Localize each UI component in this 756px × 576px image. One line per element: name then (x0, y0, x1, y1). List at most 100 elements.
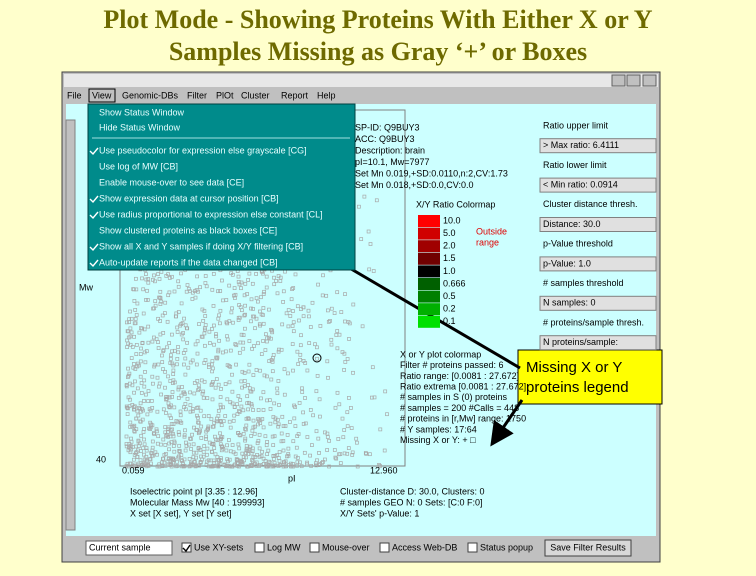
protein-marker (251, 307, 255, 311)
protein-marker (254, 464, 259, 468)
protein-marker (132, 362, 136, 366)
protein-marker (170, 349, 174, 354)
protein-marker (355, 464, 360, 469)
maximize-button[interactable] (626, 74, 641, 87)
protein-marker (145, 298, 150, 302)
protein-marker (245, 464, 249, 469)
protein-marker (281, 448, 286, 453)
protein-marker (258, 463, 263, 467)
protein-marker (252, 431, 257, 436)
protein-marker (335, 390, 340, 395)
dropdown-item[interactable]: Enable mouse-over to see data [CE] (99, 177, 244, 187)
protein-marker (261, 313, 265, 317)
protein-marker (239, 404, 244, 409)
menu-item[interactable]: Help (317, 90, 336, 100)
minimize-button[interactable] (611, 74, 626, 87)
protein-marker (192, 391, 197, 396)
protein-marker (142, 437, 146, 442)
protein-marker (170, 332, 174, 337)
protein-marker (349, 406, 353, 410)
slider[interactable] (539, 295, 657, 311)
protein-marker (291, 309, 295, 313)
protein-marker (169, 416, 173, 420)
close-button[interactable] (642, 74, 657, 87)
menu-item[interactable]: Filter (187, 90, 207, 100)
protein-marker (193, 289, 197, 293)
protein-marker (327, 464, 331, 469)
menu-item[interactable]: View (92, 90, 112, 100)
dropdown-item[interactable]: Auto-update reports if the data changed … (99, 257, 278, 267)
protein-marker (217, 313, 221, 318)
protein-marker (211, 442, 216, 447)
protein-marker (160, 360, 165, 364)
menu-item[interactable]: Genomic-DBs (122, 90, 179, 100)
protein-marker (150, 439, 155, 444)
slide-title: Plot Mode - Showing Proteins With Either… (103, 5, 652, 34)
menu-item[interactable]: Report (281, 90, 309, 100)
checkbox[interactable] (309, 542, 320, 553)
dropdown-item[interactable]: Show Status Window (99, 107, 185, 117)
protein-marker (316, 282, 320, 287)
protein-marker (288, 420, 292, 424)
protein-marker (255, 453, 259, 457)
dropdown-item[interactable]: Show expression data at cursor position … (99, 193, 279, 203)
slider[interactable] (539, 177, 657, 193)
scrollbar[interactable] (65, 119, 76, 531)
menu-item[interactable]: File (67, 90, 82, 100)
dropdown-item[interactable]: Use radius proportional to expression el… (99, 209, 323, 219)
info-line: SP-ID: Q9BUY3 (355, 122, 420, 132)
protein-marker (261, 390, 266, 395)
protein-marker (127, 371, 132, 376)
protein-marker (190, 409, 195, 414)
protein-marker (236, 274, 241, 279)
dropdown[interactable] (85, 540, 173, 556)
protein-marker (316, 436, 321, 441)
protein-marker (239, 280, 244, 285)
y-min-label: 40 (96, 454, 106, 464)
dropdown-item[interactable]: Show clustered proteins as black boxes [… (99, 225, 277, 235)
dropdown-item[interactable]: Use pseudocolor for expression else gray… (99, 145, 307, 155)
protein-marker (258, 323, 262, 328)
slider[interactable] (539, 256, 657, 272)
protein-marker (200, 391, 205, 396)
protein-marker (179, 393, 184, 398)
menu-item[interactable]: Cluster (241, 90, 270, 100)
menu-item[interactable]: PlOt (216, 90, 234, 100)
protein-marker (142, 427, 146, 431)
protein-marker (175, 325, 180, 330)
protein-marker (154, 427, 159, 432)
dropdown-item[interactable]: Use log of MW [CB] (99, 161, 178, 171)
slider[interactable] (539, 138, 657, 154)
protein-marker (169, 353, 173, 358)
slider[interactable] (539, 217, 657, 232)
slider[interactable] (539, 335, 657, 351)
protein-marker (136, 413, 141, 418)
protein-marker (203, 343, 207, 348)
protein-marker (149, 461, 153, 466)
callout-text: Missing X or Y (526, 359, 622, 376)
dropdown-item[interactable]: Hide Status Window (99, 122, 181, 132)
button[interactable] (544, 539, 632, 557)
protein-marker (179, 464, 184, 469)
protein-marker (281, 300, 285, 304)
protein-marker (179, 271, 183, 276)
protein-marker (232, 286, 237, 290)
protein-marker (335, 329, 340, 333)
protein-marker (240, 308, 244, 313)
protein-marker (205, 396, 210, 400)
protein-marker (164, 397, 168, 402)
protein-marker (243, 438, 247, 443)
protein-marker (188, 409, 193, 414)
checkbox[interactable] (181, 542, 192, 553)
checkbox-label: Access Web-DB (392, 542, 457, 552)
protein-marker (303, 396, 307, 400)
protein-marker (315, 374, 320, 378)
dropdown-item[interactable]: Show all X and Y samples if doing X/Y fi… (99, 241, 303, 251)
protein-marker (126, 375, 130, 379)
checkbox[interactable] (254, 542, 265, 553)
checkbox[interactable] (467, 542, 478, 553)
checkbox[interactable] (379, 542, 390, 553)
protein-marker (198, 285, 202, 290)
protein-marker (183, 407, 188, 412)
protein-marker (142, 384, 147, 389)
